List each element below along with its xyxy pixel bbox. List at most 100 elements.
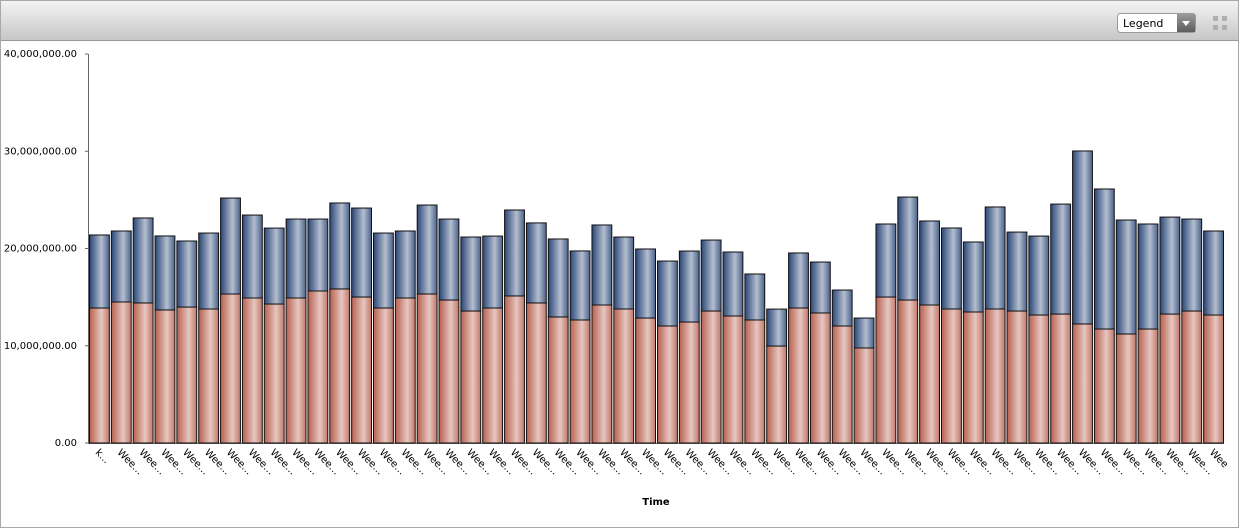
bar-segment (1072, 150, 1093, 325)
bar-segment (1115, 333, 1137, 444)
bar-segment (482, 235, 504, 309)
bar-segment (307, 290, 329, 444)
bar-segment (875, 296, 897, 444)
legend-dropdown[interactable]: Legend (1117, 13, 1196, 33)
dropdown-text[interactable]: Legend (1123, 17, 1163, 30)
bar-segment (1159, 216, 1181, 315)
bar-segment (744, 319, 766, 444)
bar-segment (220, 197, 241, 295)
bar-segment (285, 218, 307, 299)
bar-segment (460, 310, 482, 444)
x-axis-title: Time (642, 497, 670, 508)
y-tick-label: 20,000,000.00 (4, 244, 77, 255)
bar-segment (766, 308, 788, 347)
bar-segment (744, 273, 766, 321)
icon-part[interactable] (1222, 16, 1227, 21)
bar-segment (1050, 203, 1072, 315)
bar-segment (569, 319, 591, 444)
bar-segment (132, 302, 154, 444)
bar-segment (416, 204, 438, 295)
bar-segment (504, 295, 525, 444)
y-tick-label: 40,000,000.00 (4, 49, 77, 60)
bar-segment (1050, 313, 1072, 444)
bar-segment (678, 250, 700, 323)
bar-segment (700, 239, 722, 312)
bar-segment (722, 315, 744, 444)
bar-segment (875, 223, 897, 298)
bar-segment (1137, 328, 1159, 444)
bar-segment (984, 206, 1006, 310)
bar-segment (198, 308, 220, 444)
bar-segment (657, 325, 678, 444)
bar-segment (460, 236, 482, 312)
bar-segment (438, 299, 460, 444)
bar-segment (962, 311, 984, 444)
bar-segment (547, 316, 569, 444)
bar-segment (1181, 218, 1203, 312)
bar-segment (89, 307, 110, 444)
bar-segment (635, 317, 657, 444)
bar-segment (1137, 223, 1159, 330)
bar-segment (1093, 328, 1115, 444)
bar-segment (110, 230, 132, 303)
bar-segment (263, 227, 285, 305)
bar-segment (788, 307, 809, 444)
bar-segment (504, 209, 525, 297)
bar-segment (154, 309, 176, 444)
bar-segment (1028, 314, 1050, 444)
bar-segment (373, 307, 394, 444)
bar-segment (700, 310, 722, 444)
bar-segment (591, 224, 613, 306)
bar-segment (722, 251, 744, 317)
bar-segment (853, 317, 875, 349)
bar-segment (635, 248, 657, 319)
bar-segment (176, 240, 198, 308)
dropdown-box[interactable] (1117, 13, 1196, 33)
icon-part[interactable] (1222, 25, 1227, 30)
bar-segment (198, 232, 220, 310)
bar-segment (962, 241, 984, 313)
y-tick-label: 0.00 (55, 438, 77, 449)
bar-segment (351, 296, 372, 444)
icon-part[interactable] (1213, 25, 1218, 30)
bar-segment (1072, 323, 1093, 444)
bar-segment (394, 297, 416, 444)
bar-segment (678, 321, 700, 444)
bar-segment (547, 238, 569, 318)
bar-segment (1203, 230, 1224, 316)
bar-segment (788, 252, 809, 309)
y-tick-label: 30,000,000.00 (4, 146, 77, 157)
bar-segment (329, 202, 351, 290)
bar-segment (373, 232, 394, 309)
bar-segment (831, 289, 853, 327)
header-bar (1, 1, 1238, 40)
bar-segment (525, 222, 547, 304)
bar-segment (482, 307, 504, 444)
bar-segment (919, 304, 941, 444)
bar-segment (285, 297, 307, 444)
bar-segment (897, 299, 919, 444)
bar-segment (220, 293, 241, 444)
bar-segment (351, 207, 372, 298)
bar-segment (1006, 231, 1028, 312)
bar-segment (1028, 235, 1050, 316)
bar-segment (307, 218, 329, 292)
bar-segment (1093, 188, 1115, 330)
maximize-icon[interactable] (1213, 16, 1227, 30)
bar-segment (984, 308, 1006, 444)
bar-segment (1006, 310, 1028, 444)
bar-segment (525, 302, 547, 444)
bar-segment (853, 347, 875, 444)
dropdown-arrow[interactable] (1182, 21, 1190, 26)
bar-segment (941, 227, 962, 310)
bar-segment (569, 250, 591, 321)
bar-segment (154, 235, 176, 311)
y-tick-label: 10,000,000.00 (4, 341, 77, 352)
bar-segment (1159, 313, 1181, 444)
bar-segment (110, 301, 132, 444)
icon-part[interactable] (1213, 16, 1218, 21)
bar-segment (1115, 219, 1137, 335)
bar-segment (1181, 310, 1203, 444)
bar-segment (613, 236, 635, 310)
